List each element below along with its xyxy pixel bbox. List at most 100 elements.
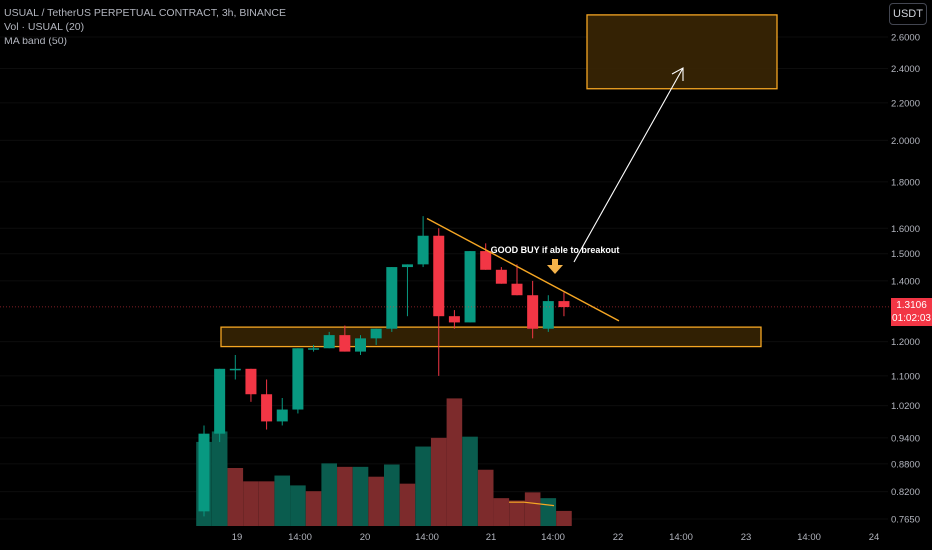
support-zone xyxy=(220,326,762,348)
candle xyxy=(276,398,288,426)
price-tick-label: 1.1000 xyxy=(891,371,920,382)
candle xyxy=(448,310,460,329)
candle-body xyxy=(308,348,320,350)
time-tick-label: 23 xyxy=(741,532,752,543)
candle xyxy=(292,348,304,414)
symbol-title[interactable]: USUAL / TetherUS PERPETUAL CONTRACT, 3h,… xyxy=(4,7,287,19)
candle-body xyxy=(542,301,554,329)
candle xyxy=(464,251,476,323)
candle-body xyxy=(448,316,460,323)
candle-body xyxy=(339,335,351,352)
time-tick-label: 22 xyxy=(613,532,624,543)
volume-bar xyxy=(399,483,416,526)
time-tick-label: 21 xyxy=(486,532,497,543)
price-tick-label: 2.6000 xyxy=(891,33,920,44)
candle-body xyxy=(495,269,507,284)
volume-bar xyxy=(274,475,291,526)
candle xyxy=(355,335,366,355)
time-tick-label: 19 xyxy=(232,532,243,543)
candle xyxy=(433,228,445,376)
volume-bar xyxy=(446,398,463,526)
price-tick-label: 1.6000 xyxy=(891,224,920,235)
price-tick-label: 2.4000 xyxy=(891,64,920,75)
candle xyxy=(198,425,210,517)
candle-body xyxy=(323,335,335,349)
price-tick-label: 1.5000 xyxy=(891,249,920,260)
time-tick-label: 24 xyxy=(869,532,880,543)
candle-body xyxy=(480,251,492,270)
price-tick-label: 1.0200 xyxy=(891,401,920,412)
volume-bar xyxy=(368,476,384,526)
time-tick-label: 14:00 xyxy=(415,532,439,543)
time-tick-label: 14:00 xyxy=(797,532,821,543)
candle-body xyxy=(527,295,539,329)
candle-body xyxy=(386,267,398,329)
projection-arrow-line xyxy=(573,67,684,263)
candle-body xyxy=(355,338,366,352)
volume-bar xyxy=(258,481,275,526)
candle xyxy=(386,267,398,332)
candle-body xyxy=(433,235,445,317)
last-price-label: 1.3106 01:02:03 xyxy=(891,298,932,326)
ma-band-indicator-label[interactable]: MA band (50) xyxy=(4,35,68,47)
candle-body xyxy=(292,348,304,410)
time-tick-label: 14:00 xyxy=(669,532,693,543)
volume-bar xyxy=(493,498,510,526)
candle xyxy=(511,264,523,296)
volume-bar xyxy=(352,466,369,526)
down-arrow-marker-stem xyxy=(552,259,558,266)
candle xyxy=(558,292,570,317)
volume-bar xyxy=(462,436,478,526)
candle xyxy=(401,264,413,317)
currency-button[interactable]: USDT xyxy=(889,3,927,25)
candle xyxy=(542,295,554,332)
price-tick-label: 0.9400 xyxy=(891,433,920,444)
volume-bar xyxy=(540,498,557,526)
volume-bar xyxy=(509,500,525,526)
volume-bar xyxy=(415,446,431,526)
volume-bar xyxy=(337,466,353,526)
resistance-trendline xyxy=(426,217,620,322)
volume-bar xyxy=(384,464,400,526)
volume-bar xyxy=(305,491,322,526)
candle xyxy=(229,354,241,380)
candle-body xyxy=(214,368,226,434)
volume-bar xyxy=(243,481,259,526)
price-tick-label: 0.8800 xyxy=(891,459,920,470)
volume-bar xyxy=(524,492,541,526)
candle-body xyxy=(417,235,429,265)
candle xyxy=(370,328,382,345)
volume-bar xyxy=(290,485,306,526)
volume-bar xyxy=(321,463,337,526)
candle xyxy=(214,368,226,443)
candle xyxy=(245,368,257,402)
candle-body xyxy=(370,328,382,339)
candle-body xyxy=(198,433,210,512)
volume-bar xyxy=(430,437,447,526)
time-tick-label: 14:00 xyxy=(288,532,312,543)
chart-legend: USUAL / TetherUS PERPETUAL CONTRACT, 3h,… xyxy=(4,6,286,48)
price-tick-label: 2.0000 xyxy=(891,136,920,147)
candle-body xyxy=(229,368,241,371)
candle xyxy=(308,344,320,352)
time-tick-label: 14:00 xyxy=(541,532,565,543)
volume-indicator-label[interactable]: Vol · USUAL (20) xyxy=(4,21,85,33)
candle xyxy=(323,331,335,349)
candle-body xyxy=(245,368,257,395)
candle-body xyxy=(464,251,476,323)
candle-body xyxy=(401,264,413,268)
ma-band-line xyxy=(509,501,555,507)
bar-countdown: 01:02:03 xyxy=(892,313,931,324)
target-zone xyxy=(586,14,778,90)
breakout-annotation: GOOD BUY if able to breakout xyxy=(491,245,620,255)
volume-bar xyxy=(477,469,494,526)
price-tick-label: 1.2000 xyxy=(891,337,920,348)
candle-body xyxy=(276,409,288,422)
candle xyxy=(261,379,273,430)
candle xyxy=(495,267,507,284)
candle-body xyxy=(558,301,570,308)
down-arrow-marker-head xyxy=(547,265,563,274)
candle xyxy=(527,280,539,339)
price-tick-label: 0.7650 xyxy=(891,515,920,526)
